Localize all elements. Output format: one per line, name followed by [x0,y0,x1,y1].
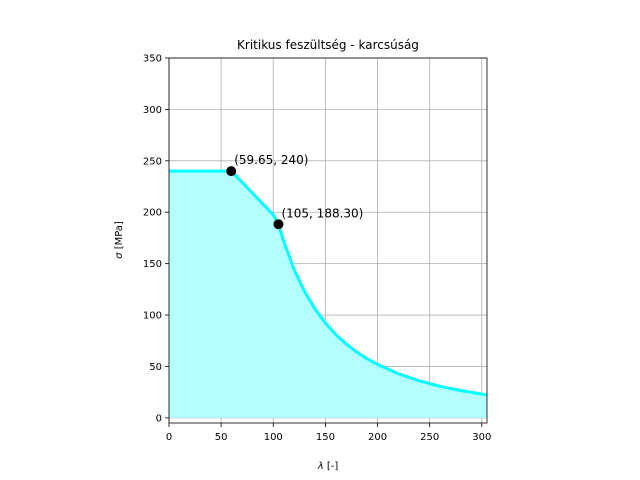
point-label: (59.65, 240) [234,153,308,167]
x-tick-label: 0 [166,432,172,443]
y-tick-label: 250 [143,156,162,167]
x-tick-label: 50 [215,432,228,443]
y-tick-label: 0 [156,413,162,424]
y-tick-label: 100 [143,311,162,322]
chart-title: Kritikus feszültség - karcsúság [237,38,419,52]
y-tick-label: 200 [143,208,162,219]
marked-points: (59.65, 240) (105, 188.30) [226,153,363,230]
x-tick-label: 100 [264,432,283,443]
y-tick-label: 300 [143,105,162,116]
x-axis-label: λ [-] [317,461,339,472]
y-axis-label: σ [MPa] [114,221,125,259]
series-line [169,169,488,397]
point-marker [226,166,237,177]
point-marker [273,219,284,230]
axes-frame [168,57,488,424]
x-tick-label: 200 [368,432,387,443]
y-tick-label: 350 [143,54,162,65]
y-tick-label: 150 [143,259,162,270]
x-tick-label: 300 [472,432,491,443]
x-tick-label: 250 [420,432,439,443]
y-tick-label: 50 [149,362,162,373]
point-label: (105, 188.30) [281,206,363,220]
x-tick-label: 150 [316,432,335,443]
y-axis-ticks: 0 50 100 150 200 250 300 350 [143,54,169,424]
fill-under-curve [169,171,487,418]
x-axis-ticks: 0 50 100 150 200 250 300 [166,423,491,443]
